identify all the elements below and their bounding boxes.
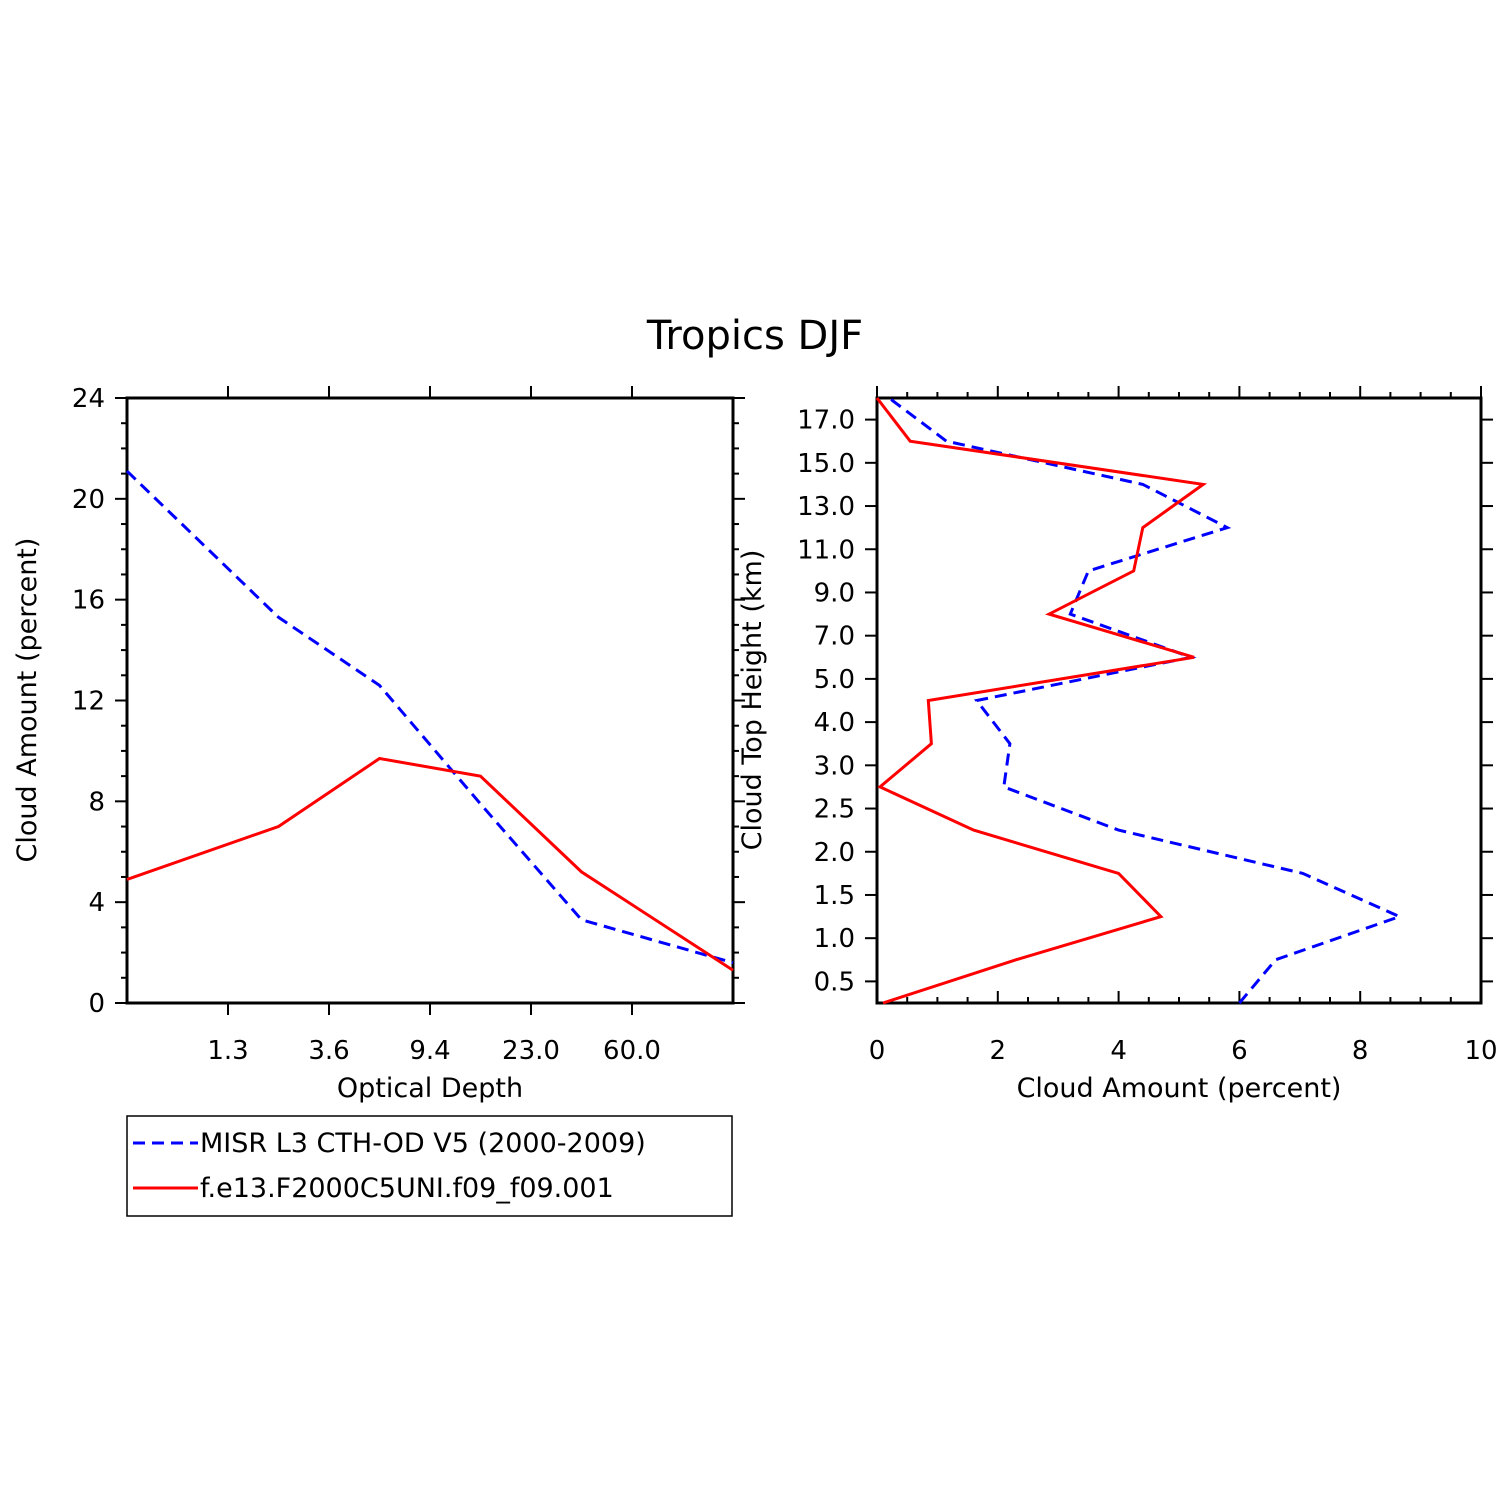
- left-x-tick-label: 23.0: [502, 1036, 560, 1066]
- left-x-tick-label: 3.6: [308, 1036, 349, 1066]
- left-x-tick-label: 60.0: [603, 1036, 661, 1066]
- left-panel: Optical Depth Cloud Amount (percent) 0 4 8…: [12, 384, 745, 1104]
- right-y-tick-label: 9.0: [814, 578, 855, 608]
- legend-label-model: f.e13.F2000C5UNI.f09_f09.001: [200, 1173, 614, 1204]
- right-y-tick-label: 3.0: [814, 751, 855, 781]
- right-panel: Cloud Amount (percent) Cloud Top Height …: [737, 386, 1498, 1104]
- left-y-tick-label: 12: [72, 687, 105, 717]
- right-series-model-line: [875, 397, 1208, 1005]
- right-y-tick-label: 13.0: [797, 492, 855, 522]
- left-series-model-line: [126, 756, 734, 972]
- legend: MISR L3 CTH-OD V5 (2000-2009) f.e13.F200…: [126, 1115, 733, 1217]
- legend-label-obs: MISR L3 CTH-OD V5 (2000-2009): [200, 1128, 646, 1159]
- legend-box: [126, 1115, 733, 1217]
- right-x-tick-label: 4: [1110, 1036, 1127, 1066]
- right-y-tick-label: 5.0: [814, 665, 855, 695]
- right-y-axis-label: Cloud Top Height (km): [737, 550, 768, 851]
- right-y-tick-label: 2.0: [814, 838, 855, 868]
- right-x-tick-label: 0: [869, 1036, 886, 1066]
- right-x-tick-label: 6: [1231, 1036, 1248, 1066]
- left-series-obs-line: [125, 470, 734, 965]
- left-y-tick-label: 24: [72, 384, 105, 414]
- right-x-tick-label: 8: [1352, 1036, 1369, 1066]
- left-y-tick-label: 0: [88, 989, 105, 1019]
- right-y-tick-label: 1.5: [814, 881, 855, 911]
- right-y-tick-label: 2.5: [814, 795, 855, 825]
- left-y-tick-label: 4: [88, 888, 105, 918]
- right-series-obs-line: [888, 396, 1404, 1004]
- right-y-tick-label: 7.0: [814, 622, 855, 652]
- left-y-axis-label: Cloud Amount (percent): [12, 538, 43, 863]
- right-y-tick-label: 0.5: [814, 967, 855, 997]
- right-y-tick-label: 1.0: [814, 924, 855, 954]
- right-x-axis-label: Cloud Amount (percent): [1017, 1073, 1342, 1104]
- right-x-tick-label: 10: [1464, 1036, 1497, 1066]
- right-y-tick-label: 4.0: [814, 708, 855, 738]
- left-x-axis-label: Optical Depth: [337, 1073, 523, 1104]
- right-y-tick-label: 11.0: [797, 535, 855, 565]
- left-x-tick-label: 9.4: [409, 1036, 450, 1066]
- right-y-tick-label: 17.0: [797, 406, 855, 436]
- left-y-tick-label: 8: [88, 787, 105, 817]
- right-y-tick-label: 15.0: [797, 449, 855, 479]
- left-y-tick-label: 16: [72, 586, 105, 616]
- right-x-tick-label: 2: [990, 1036, 1007, 1066]
- left-x-tick-label: 1.3: [207, 1036, 248, 1066]
- left-y-tick-label: 20: [72, 485, 105, 515]
- figure-title: Tropics DJF: [646, 313, 863, 359]
